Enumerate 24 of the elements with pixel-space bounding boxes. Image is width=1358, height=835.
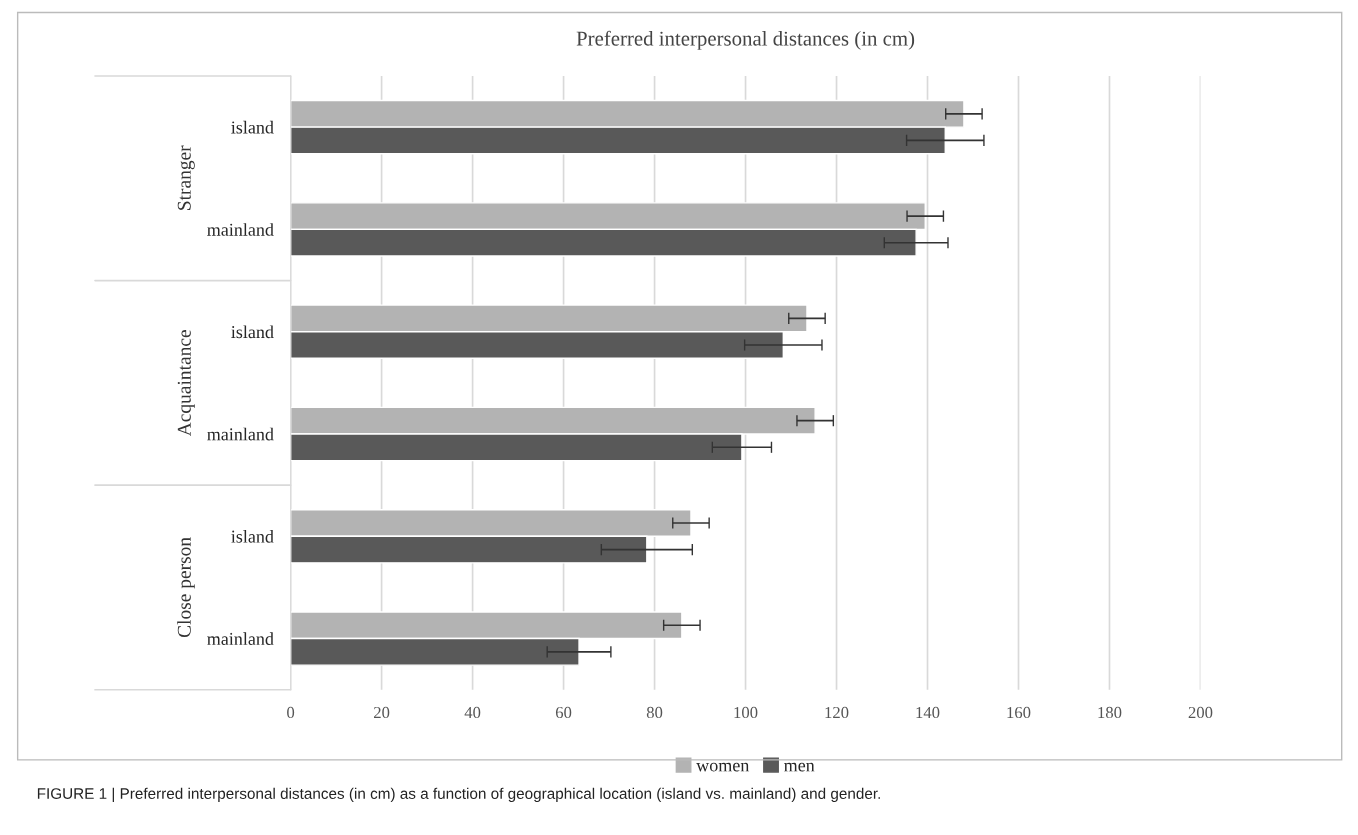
x-tick-label: 80 <box>646 706 663 719</box>
y-tick-label: island <box>231 530 274 543</box>
y-tick-label: island <box>231 325 274 339</box>
text: Close person <box>177 537 195 638</box>
y-tick-label: mainland <box>207 632 274 646</box>
text: Acquaintance <box>177 330 195 437</box>
x-tick-label: 140 <box>916 706 940 719</box>
y-tick-label: island <box>231 120 274 134</box>
x-tick-label: 60 <box>555 706 572 719</box>
x-tick-label: 180 <box>1098 706 1122 719</box>
x-tick-label: 160 <box>1007 706 1031 719</box>
chart-title: Preferred interpersonal distances (in cm) <box>576 30 915 50</box>
y-tick-label: mainland <box>207 223 274 236</box>
y-tick-label: mainland <box>207 427 274 441</box>
x-tick-label: 100 <box>734 706 758 719</box>
legend-label: women <box>696 762 750 772</box>
text: Stranger <box>177 145 195 210</box>
caption: FIGURE 1 | Preferred interpersonal distances (in cm) as a function of geographical location (island vs. mainland) and gender. <box>37 787 880 803</box>
x-tick-label: 0 <box>287 706 295 719</box>
x-tick-label: 200 <box>1188 706 1213 719</box>
x-tick-label: 40 <box>464 706 481 719</box>
x-tick-label: 20 <box>374 706 390 719</box>
legend-label: men <box>784 762 815 772</box>
x-tick-label: 120 <box>825 706 849 719</box>
